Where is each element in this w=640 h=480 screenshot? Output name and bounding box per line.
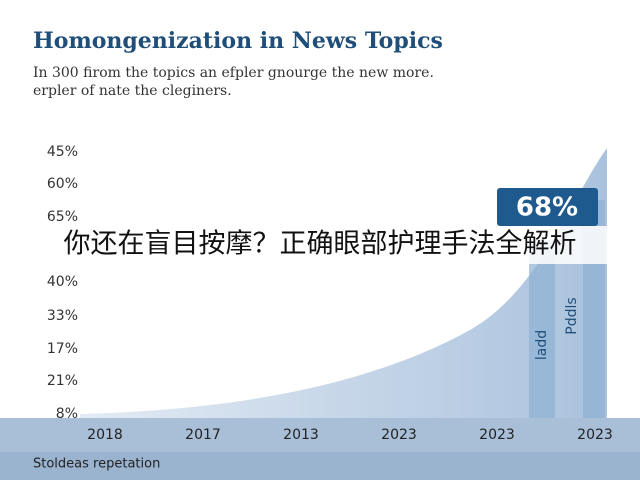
y-label: 21% [47, 373, 78, 389]
x-label: 2017 [185, 427, 221, 443]
x-label: 2023 [381, 427, 417, 443]
banner-bg [0, 226, 640, 264]
banner: 你还在盲目按摩？正确眼部护理手法全解析 [64, 229, 577, 260]
y-label: 45% [47, 144, 78, 160]
y-label: 40% [47, 274, 78, 290]
x-axis-band [0, 418, 640, 452]
column [529, 240, 555, 420]
footer-band [0, 452, 640, 480]
y-label: 17% [47, 341, 78, 357]
callout-box [497, 188, 598, 226]
x-label: 2013 [283, 427, 319, 443]
x-label: 2023 [577, 427, 613, 443]
footer: Stoldeas repetation [33, 457, 160, 472]
subtitle: erpler of nate the cleginers. [33, 83, 232, 99]
x-label: 2023 [479, 427, 515, 443]
callout: 68% [516, 193, 578, 223]
y-label: 65% [47, 209, 78, 225]
subtitle: In 300 firom the topics an efpler gnourg… [33, 65, 434, 81]
bar-label: Pddls [564, 297, 580, 334]
y-label: 33% [47, 308, 78, 324]
x-label: 2018 [87, 427, 123, 443]
area [80, 148, 607, 420]
title: Homongenization in News Topics [33, 28, 443, 54]
y-label: 60% [47, 176, 78, 192]
bar-label: ladd [534, 330, 550, 360]
